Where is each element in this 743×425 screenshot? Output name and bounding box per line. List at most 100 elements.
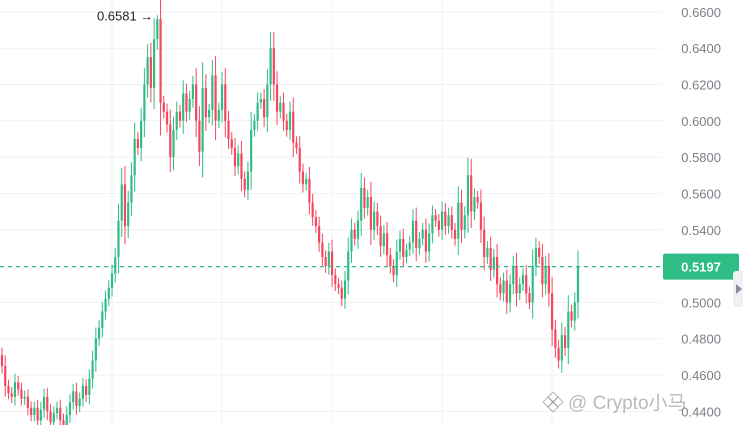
candle-up	[431, 205, 434, 244]
candle-down	[551, 276, 554, 346]
candle-body	[159, 19, 162, 103]
candle-body	[496, 257, 499, 285]
candle-down	[570, 304, 573, 328]
candle-up	[65, 406, 68, 425]
candle-up	[576, 250, 580, 319]
candle-down	[563, 327, 567, 356]
candle-body	[162, 102, 165, 112]
candle-up	[421, 222, 424, 246]
candle-up	[104, 290, 107, 320]
candle-body	[508, 284, 512, 303]
candle-body	[305, 178, 308, 185]
candle-body	[133, 138, 136, 176]
candle-down	[554, 319, 557, 358]
candle-body	[560, 335, 563, 361]
candle-body	[308, 178, 311, 203]
candle-body	[563, 335, 567, 348]
candle-body	[94, 338, 97, 361]
candle-body	[263, 98, 266, 118]
candle-body	[191, 84, 195, 99]
candle-body	[97, 327, 101, 339]
candle-body	[195, 84, 198, 121]
candle-body	[531, 266, 534, 303]
candle-down	[330, 239, 334, 288]
candle-down	[376, 202, 379, 235]
candle-body	[279, 102, 282, 112]
gridlines	[0, 0, 662, 425]
candle-up	[347, 237, 350, 295]
candle-body	[208, 109, 211, 118]
candle-body	[75, 391, 78, 406]
candle-up	[114, 247, 117, 283]
candle-body	[363, 187, 366, 208]
candle-body	[453, 229, 457, 239]
candle-body	[499, 284, 502, 294]
candle-up	[428, 223, 431, 262]
candle-body	[398, 238, 402, 252]
candle-down	[515, 252, 518, 307]
candle-up	[208, 103, 211, 124]
candle-up	[211, 59, 214, 126]
candle-body	[437, 220, 440, 230]
candle-down	[123, 166, 127, 245]
candle-up	[508, 274, 512, 313]
candle-up	[250, 111, 253, 190]
candle-up	[220, 71, 224, 123]
candle-body	[538, 247, 541, 258]
candle-body	[20, 389, 23, 399]
candle-down	[308, 167, 311, 215]
candle-up	[440, 201, 444, 240]
candle-body	[107, 287, 110, 299]
candle-body	[379, 226, 382, 247]
candle-body	[253, 120, 256, 130]
candle-down	[392, 259, 395, 282]
candle-body	[576, 266, 580, 303]
candle-body	[376, 211, 379, 227]
candle-down	[444, 202, 447, 235]
candle-body	[0, 355, 4, 366]
candle-up	[101, 302, 104, 338]
candle-down	[282, 92, 285, 131]
candle-body	[330, 251, 334, 276]
candle-body	[466, 175, 470, 216]
candle-body	[369, 197, 372, 230]
candle-down	[17, 376, 20, 396]
candle-up	[398, 230, 402, 260]
candle-body	[117, 220, 120, 258]
candle-down	[0, 347, 4, 374]
scroll-right-handle[interactable]	[733, 271, 743, 307]
y-tick-label: 0.4800	[681, 332, 721, 347]
candle-down	[334, 268, 337, 292]
candle-body	[295, 142, 298, 149]
candle-body	[211, 75, 214, 110]
binance-logo-icon	[542, 390, 564, 413]
candle-down	[198, 106, 201, 167]
candle-body	[447, 215, 450, 227]
y-tick-label: 0.4600	[681, 368, 721, 383]
candle-body	[573, 302, 576, 321]
candle-body	[237, 153, 240, 167]
candle-down	[415, 207, 418, 262]
candle-body	[402, 238, 405, 258]
candle-body	[17, 382, 20, 390]
candle-body	[214, 75, 217, 121]
candle-up	[466, 157, 470, 233]
candle-down	[525, 265, 528, 304]
candle-body	[473, 197, 476, 212]
candle-up	[110, 264, 114, 297]
candle-up	[366, 189, 369, 216]
candle-body	[518, 284, 521, 294]
candle-body	[489, 247, 492, 270]
candle-up	[382, 225, 385, 255]
candle-body	[269, 48, 272, 85]
candle-down	[437, 213, 440, 237]
candle-up	[217, 102, 220, 129]
candle-down	[321, 233, 324, 266]
candle-down	[162, 95, 165, 119]
candle-up	[447, 207, 450, 234]
candle-up	[107, 280, 110, 307]
candle-body	[272, 48, 275, 85]
candle-up	[81, 377, 84, 407]
